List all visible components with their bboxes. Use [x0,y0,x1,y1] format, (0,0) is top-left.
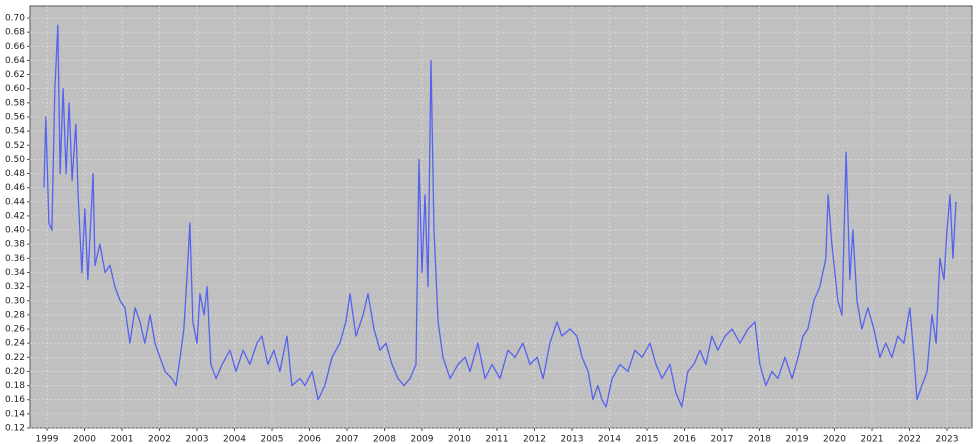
y-tick-label: 0.34 [5,268,25,278]
x-tick-label: 2008 [373,435,396,444]
y-tick-label: 0.66 [5,42,25,52]
x-tick-label: 2021 [861,435,884,444]
x-tick-label: 2019 [786,435,809,444]
y-tick-label: 0.36 [5,254,25,264]
y-tick-label: 0.54 [5,127,25,137]
x-tick-label: 1999 [36,435,59,444]
y-tick-label: 0.22 [5,353,25,363]
x-tick-label: 2014 [598,435,621,444]
y-tick-label: 0.20 [5,367,25,377]
data-line [43,24,957,408]
x-tick-label: 2006 [298,435,321,444]
x-tick-label: 2001 [111,435,134,444]
x-tick-label: 2002 [148,435,171,444]
x-tick-label: 2009 [411,435,434,444]
x-tick-label: 2017 [711,435,734,444]
y-tick-label: 0.68 [5,28,25,38]
plot-area [29,5,973,429]
y-tick-label: 0.44 [5,197,25,207]
y-tick-label: 0.26 [5,325,25,335]
x-tick-label: 2011 [486,435,509,444]
x-tick-label: 2015 [636,435,659,444]
y-tick-label: 0.56 [5,112,25,122]
y-tick-label: 0.16 [5,395,25,405]
x-tick-label: 2004 [223,435,246,444]
y-tick-label: 0.48 [5,169,25,179]
x-tick-label: 2000 [73,435,96,444]
y-tick-label: 0.60 [5,84,25,94]
x-tick-label: 2013 [561,435,584,444]
y-tick-label: 0.28 [5,310,25,320]
y-tick-label: 0.14 [5,409,25,419]
x-tick-label: 2005 [261,435,284,444]
y-tick-label: 0.24 [5,339,25,349]
x-tick-label: 2007 [336,435,359,444]
x-tick-label: 2012 [523,435,546,444]
y-tick-label: 0.40 [5,226,25,236]
x-tick-label: 2022 [898,435,921,444]
y-tick-label: 0.64 [5,56,25,66]
y-tick-label: 0.46 [5,183,25,193]
x-tick-label: 2010 [448,435,471,444]
y-tick-label: 0.58 [5,98,25,108]
x-tick-label: 2020 [823,435,846,444]
y-tick-label: 0.42 [5,211,25,221]
y-tick-label: 0.62 [5,70,25,80]
x-tick-label: 2023 [936,435,959,444]
x-tick-label: 2003 [186,435,209,444]
y-tick-label: 0.52 [5,141,25,151]
x-tick-label: 2016 [673,435,696,444]
y-tick-label: 0.32 [5,282,25,292]
x-tick-label: 2018 [748,435,771,444]
y-tick-label: 0.38 [5,240,25,250]
y-tick-label: 0.12 [5,424,25,434]
y-tick-label: 0.18 [5,381,25,391]
y-tick-label: 0.50 [5,155,25,165]
y-tick-label: 0.70 [5,14,25,24]
y-tick-label: 0.30 [5,296,25,306]
